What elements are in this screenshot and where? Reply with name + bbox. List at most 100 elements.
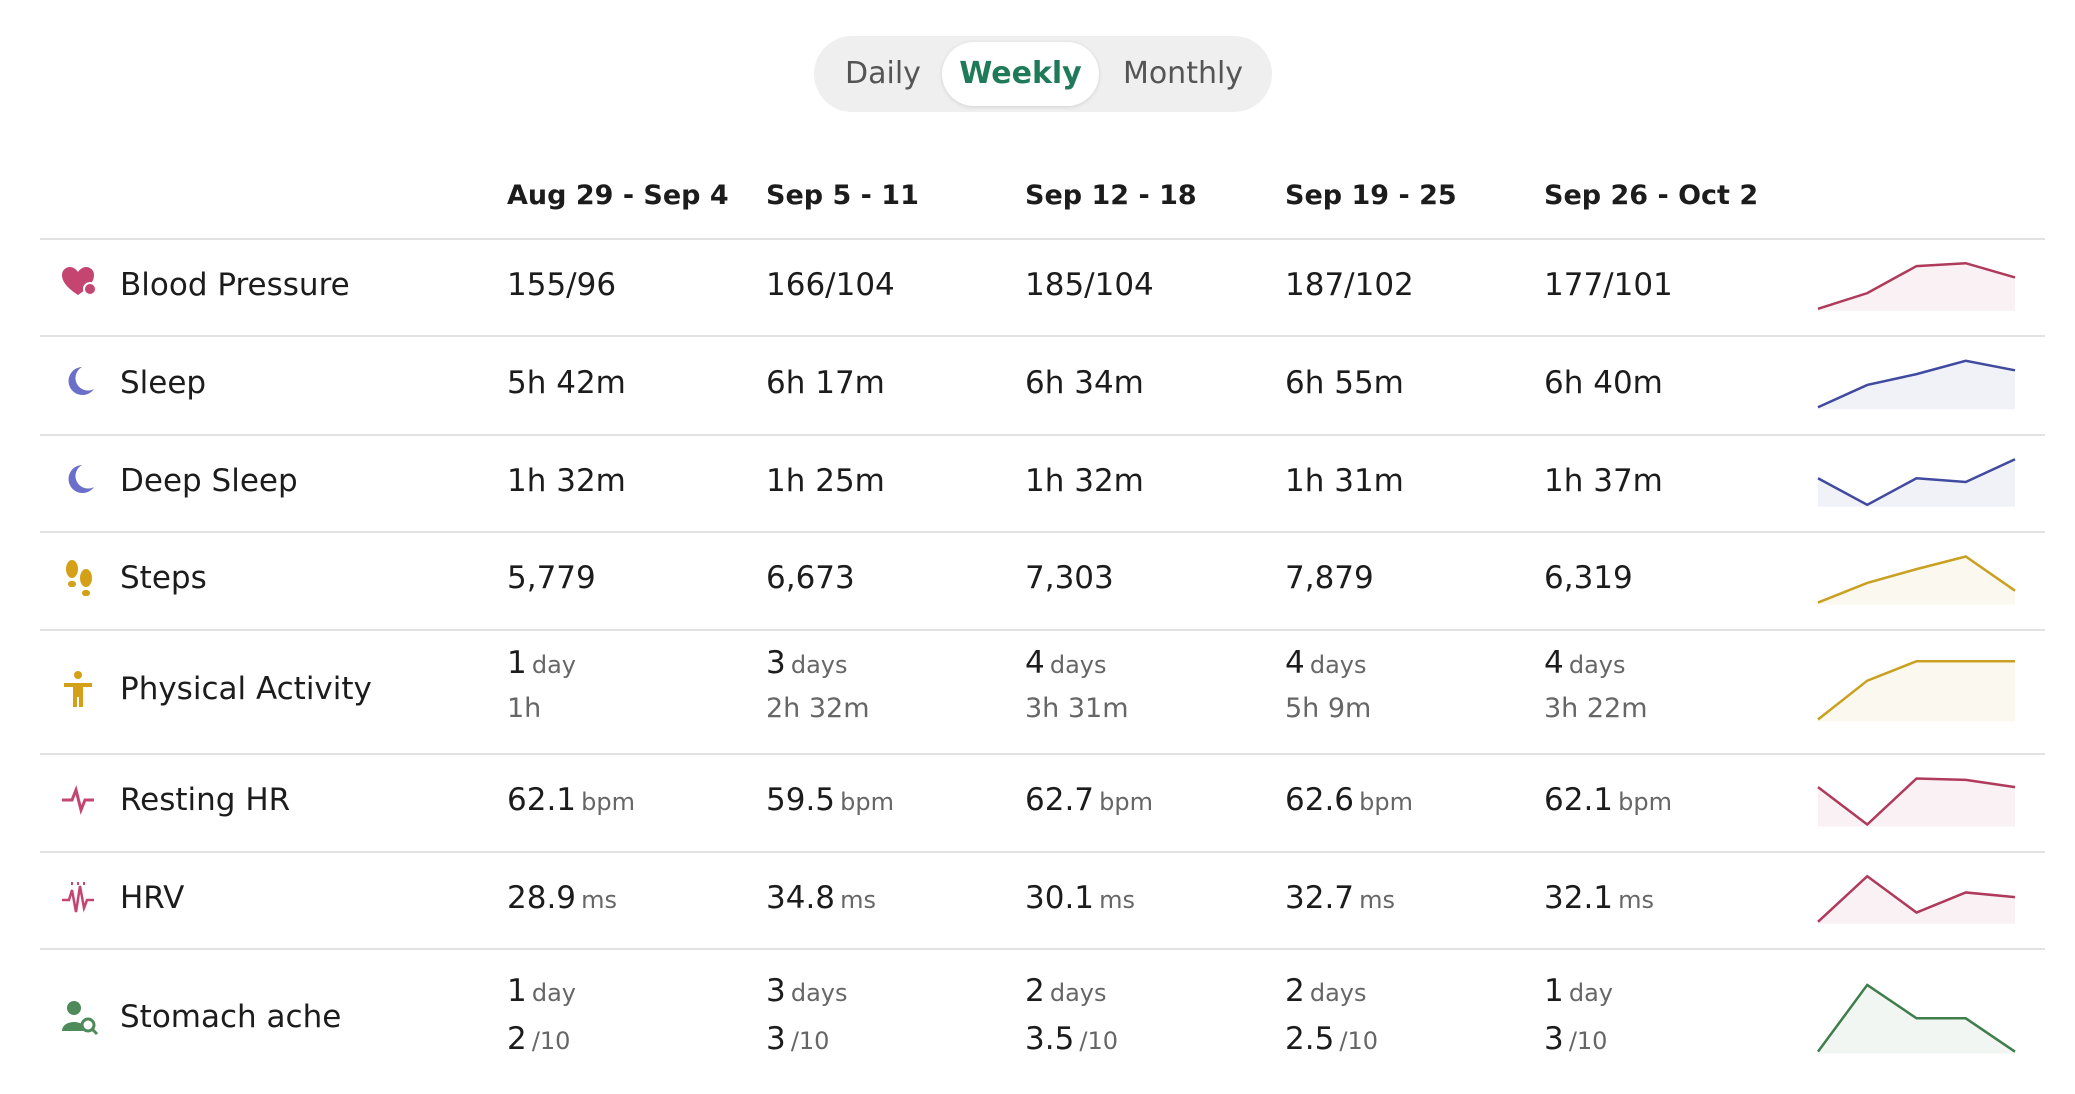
unit: /10 — [1568, 1027, 1608, 1055]
sparkline-area — [1818, 876, 2015, 924]
tab[interactable]: Daily — [845, 56, 921, 91]
cell-value: 5,779 — [507, 560, 596, 596]
column-header: Sep 5 - 11 — [766, 180, 919, 211]
cell-value: 4 days — [1285, 645, 1366, 681]
divider — [40, 434, 2045, 436]
value: 185/104 — [1025, 266, 1154, 303]
cell-sub: 3h 22m — [1544, 693, 1648, 724]
unit: /10 — [790, 1027, 830, 1055]
sparkline-area — [1818, 778, 2015, 827]
value: 4 — [1025, 645, 1045, 681]
row-icon — [64, 671, 92, 707]
value: 1h 32m — [507, 462, 626, 499]
metric-name: Physical Activity — [120, 671, 372, 707]
cell-value: 4 days — [1544, 645, 1625, 681]
divider — [40, 629, 2045, 631]
row-icon — [62, 881, 94, 913]
cell-value: 62.1 bpm — [1544, 782, 1672, 818]
value: 6h 34m — [1025, 364, 1144, 401]
cell-value: 59.5 bpm — [766, 782, 894, 818]
cell-value: 185/104 — [1025, 267, 1154, 303]
cell-sub: 2 /10 — [507, 1021, 570, 1057]
sparkline-line — [1816, 983, 2016, 1053]
unit: /10 — [1079, 1027, 1119, 1055]
value: 28.9 — [507, 879, 577, 916]
value: 2 — [507, 1021, 527, 1057]
row-icon — [62, 1001, 99, 1036]
cell-sub: 2h 32m — [766, 693, 870, 724]
value: 155/96 — [507, 266, 617, 303]
cell-value: 32.1 ms — [1544, 880, 1654, 916]
sub-value: 3h 22m — [1544, 693, 1648, 724]
unit: days — [1309, 651, 1367, 679]
unit: days — [1049, 651, 1107, 679]
divider — [40, 238, 2045, 240]
tab[interactable]: Monthly — [1122, 56, 1244, 91]
metric-name: Resting HR — [120, 782, 291, 818]
cell-value: 3 days — [766, 645, 847, 681]
sparkline-area — [1818, 459, 2015, 507]
sparkline-area — [1818, 984, 2015, 1054]
sparkline-line — [1817, 777, 2016, 827]
value: 2 — [1285, 973, 1305, 1009]
cell-value: 30.1 ms — [1025, 880, 1135, 916]
unit: days — [1568, 651, 1626, 679]
value: 1h 32m — [1025, 462, 1144, 499]
cell-value: 177/101 — [1544, 267, 1673, 303]
sparkline-line — [1817, 458, 2016, 507]
unit: bpm — [1618, 788, 1672, 816]
unit: bpm — [1099, 788, 1153, 816]
value: 34.8 — [766, 879, 836, 916]
unit: days — [790, 651, 848, 679]
cell-value: 28.9 ms — [507, 880, 617, 916]
sparkline-line — [1817, 555, 2016, 604]
sparkline-line — [1817, 261, 2016, 311]
value: 5,779 — [507, 560, 596, 596]
sparkline-area — [1818, 360, 2015, 410]
value: 62.1 — [1544, 782, 1614, 818]
value: 1 — [507, 973, 527, 1009]
metric-name: Stomach ache — [120, 999, 342, 1035]
unit: day — [531, 651, 576, 679]
cell-value: 6,673 — [766, 560, 855, 596]
cell-sub: 3h 31m — [1025, 693, 1129, 724]
value: 62.1 — [507, 782, 577, 818]
value: 3 — [1544, 1021, 1564, 1057]
cell-value: 2 days — [1285, 973, 1366, 1009]
divider — [40, 753, 2045, 755]
cell-value: 6h 40m — [1544, 365, 1663, 401]
sparkline-area — [1818, 661, 2015, 722]
value: 1 — [507, 645, 527, 681]
cell-value: 1 day — [1544, 973, 1613, 1009]
metric-name: HRV — [120, 879, 185, 916]
cell-sub: 5h 9m — [1285, 693, 1371, 724]
cell-value: 32.7 ms — [1285, 880, 1395, 916]
cell-value: 4 days — [1025, 645, 1106, 681]
sparkline-area — [1818, 263, 2015, 311]
cell-value: 2 days — [1025, 973, 1106, 1009]
value: 62.7 — [1025, 782, 1095, 818]
unit: ms — [581, 885, 618, 914]
column-header: Sep 12 - 18 — [1025, 180, 1197, 211]
cell-value: 7,879 — [1285, 560, 1374, 596]
value: 2 — [1025, 973, 1045, 1009]
row-icon — [62, 266, 97, 296]
value: 62.6 — [1285, 782, 1355, 818]
divider — [40, 851, 2045, 853]
sub-value: 1h — [507, 693, 542, 724]
value: 4 — [1544, 645, 1564, 681]
value: 30.1 — [1025, 879, 1095, 916]
column-header: Aug 29 - Sep 4 — [507, 180, 729, 211]
cell-value: 6h 55m — [1285, 365, 1404, 401]
value: 7,303 — [1025, 560, 1114, 596]
tab[interactable]: Weekly — [942, 42, 1099, 106]
value: 2.5 — [1285, 1021, 1335, 1057]
divider — [40, 335, 2045, 337]
value: 6h 55m — [1285, 364, 1404, 401]
value: 166/104 — [766, 266, 895, 303]
